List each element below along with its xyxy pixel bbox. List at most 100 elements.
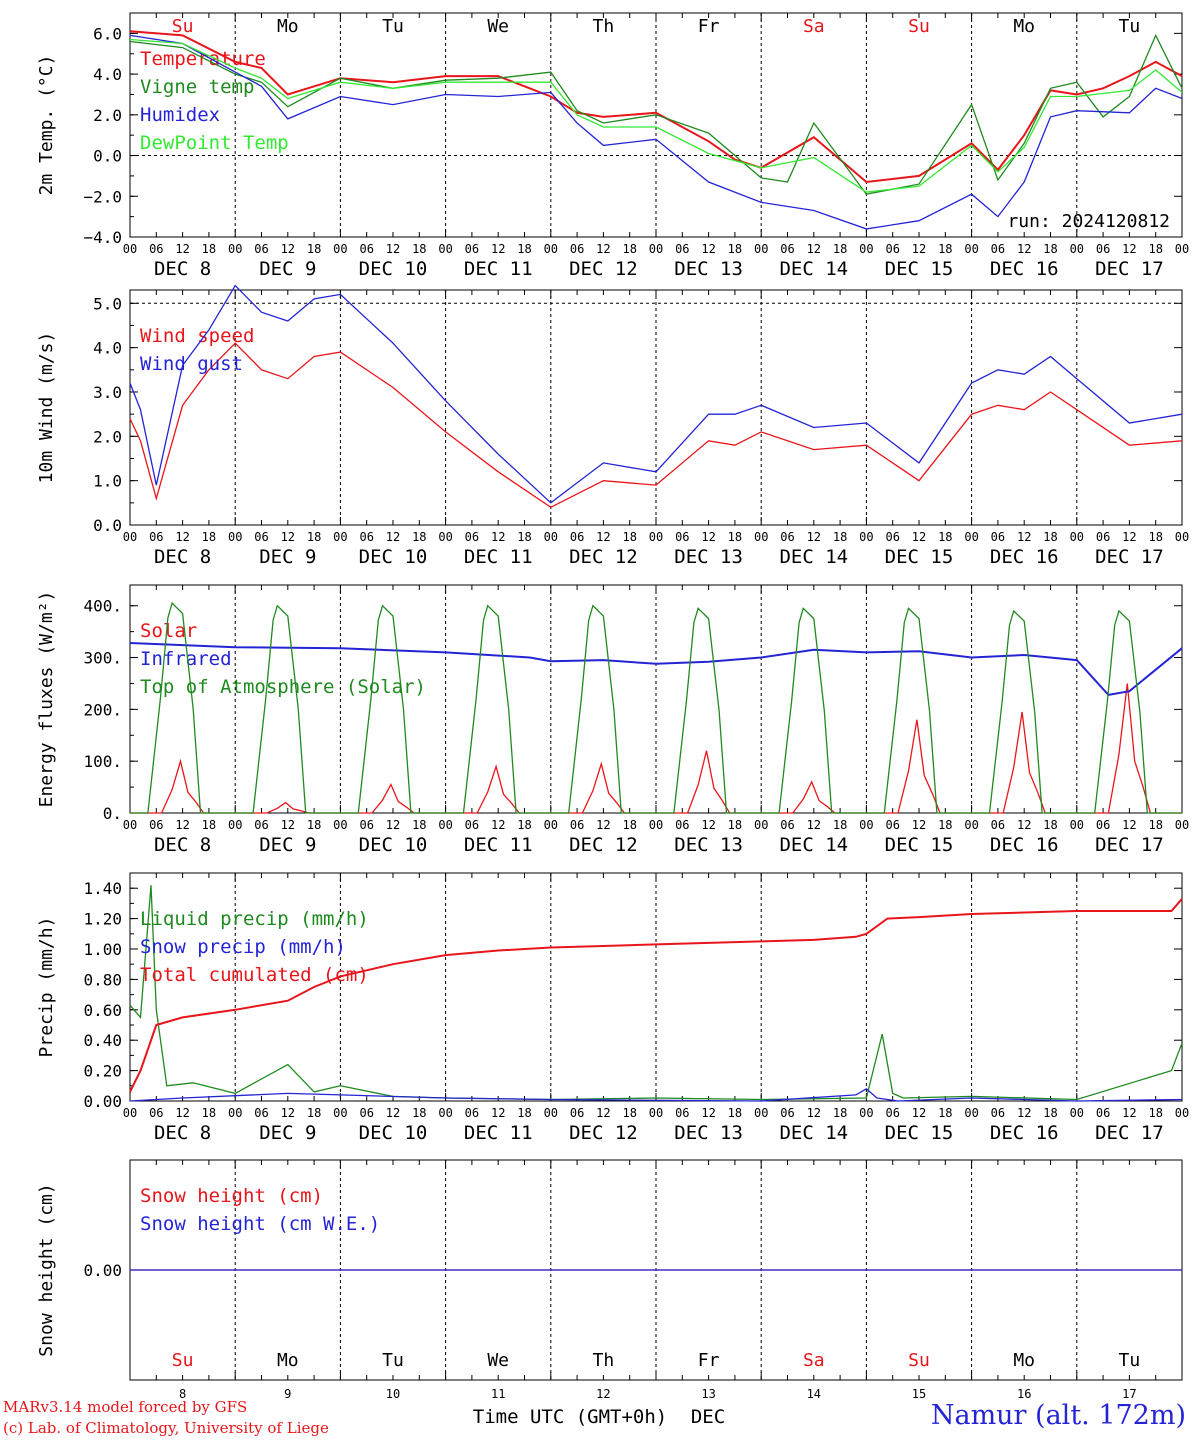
hour-tick-label: 12: [386, 242, 400, 256]
y-axis-label: Snow height (cm): [36, 1183, 57, 1356]
legend-entry: Vigne temp: [140, 76, 254, 98]
hour-tick-label: 18: [728, 530, 742, 544]
date-label: DEC 17: [1095, 834, 1164, 856]
date-label: DEC 9: [259, 1122, 316, 1144]
x-axis-month: DEC: [691, 1406, 725, 1428]
hour-tick-label: 18: [412, 1106, 426, 1120]
date-label: DEC 13: [674, 834, 743, 856]
legend-entry: Wind speed: [140, 325, 254, 347]
day-abbr-top: Mo: [1013, 16, 1035, 37]
hour-tick-label: 06: [465, 530, 479, 544]
hour-tick-label: 06: [359, 530, 373, 544]
hour-tick-label: 06: [780, 242, 794, 256]
hour-tick-label: 12: [491, 1106, 505, 1120]
station-label: Namur (alt. 172m): [930, 1400, 1186, 1431]
y-tick-label: −2.0: [83, 187, 122, 206]
hour-tick-label: 00: [964, 242, 978, 256]
y-tick-label: 2.0: [93, 106, 122, 125]
day-number: 8: [179, 1387, 186, 1401]
hour-tick-label: 00: [859, 1106, 873, 1120]
hour-tick-label: 12: [701, 242, 715, 256]
hour-tick-label: 12: [596, 818, 610, 832]
hour-tick-label: 06: [675, 530, 689, 544]
series-line-temperature: [129, 30, 1183, 184]
hour-tick-label: 06: [885, 530, 899, 544]
hour-tick-label: 18: [517, 818, 531, 832]
hour-tick-label: 12: [281, 818, 295, 832]
hour-tick-label: 00: [754, 242, 768, 256]
hour-tick-label: 00: [544, 242, 558, 256]
hour-tick-label: 12: [386, 818, 400, 832]
panel-4: 0.00 0.20 0.40 0.60 0.80 1.00 1.20 1.40 Precip (…: [36, 872, 1189, 1144]
y-tick-label: 0.60: [83, 1001, 122, 1020]
footer-model-line2: (c) Lab. of Climatology, University of L…: [3, 1419, 329, 1437]
hour-tick-label: 00: [544, 530, 558, 544]
hour-tick-label: 00: [1175, 530, 1189, 544]
hour-tick-label: 18: [1148, 530, 1162, 544]
y-tick-label: 1.00: [83, 940, 122, 959]
legend-entry: Solar: [140, 620, 197, 642]
hour-tick-label: 12: [596, 242, 610, 256]
hour-tick-label: 06: [254, 530, 268, 544]
hour-tick-label: 06: [254, 818, 268, 832]
hour-tick-label: 06: [780, 530, 794, 544]
day-number: 15: [912, 1387, 926, 1401]
hour-tick-label: 12: [386, 1106, 400, 1120]
hour-tick-label: 12: [807, 818, 821, 832]
panel-2: 0.0 1.0 2.0 3.0 4.0 5.0 10m Wind (m/s) 00 06 12 18…: [36, 284, 1189, 568]
date-label: DEC 12: [569, 546, 638, 568]
hour-tick-label: 12: [491, 242, 505, 256]
hour-tick-label: 06: [254, 242, 268, 256]
date-label: DEC 10: [359, 1122, 428, 1144]
hour-tick-label: 18: [728, 242, 742, 256]
panel-3: 0. 100. 200. 300. 400. Energy fluxes (W/m²) 00…: [36, 584, 1189, 856]
hour-tick-label: 18: [307, 818, 321, 832]
day-abbr-bottom: Mo: [277, 1350, 299, 1371]
hour-tick-label: 18: [307, 242, 321, 256]
date-label: DEC 16: [990, 1122, 1059, 1144]
day-abbr-bottom: Mo: [1013, 1350, 1035, 1371]
hour-tick-label: 18: [622, 1106, 636, 1120]
hour-tick-label: 18: [1148, 1106, 1162, 1120]
hour-tick-label: 00: [228, 530, 242, 544]
hour-tick-label: 18: [622, 818, 636, 832]
day-abbr-bottom: Th: [593, 1350, 615, 1371]
hour-tick-label: 18: [1148, 818, 1162, 832]
hour-tick-label: 06: [149, 242, 163, 256]
hour-tick-label: 00: [333, 1106, 347, 1120]
date-label: DEC 15: [885, 546, 954, 568]
hour-tick-label: 12: [1122, 818, 1136, 832]
date-label: DEC 13: [674, 1122, 743, 1144]
series-line-wind-speed: [129, 342, 1183, 509]
hour-tick-label: 00: [964, 530, 978, 544]
day-number: 12: [596, 1387, 610, 1401]
hour-tick-label: 00: [1175, 818, 1189, 832]
footer-model-line1: MARv3.14 model forced by GFS: [3, 1398, 248, 1416]
hour-tick-label: 06: [780, 1106, 794, 1120]
date-label: DEC 15: [885, 1122, 954, 1144]
y-tick-label: 0.00: [83, 1092, 122, 1111]
day-number: 13: [701, 1387, 715, 1401]
hour-tick-label: 00: [123, 530, 137, 544]
hour-tick-label: 12: [912, 530, 926, 544]
hour-tick-label: 12: [1122, 530, 1136, 544]
hour-tick-label: 06: [465, 818, 479, 832]
hour-tick-label: 06: [1096, 530, 1110, 544]
hour-tick-label: 00: [333, 530, 347, 544]
series-line-humidex: [129, 34, 1183, 230]
hour-tick-label: 12: [281, 1106, 295, 1120]
series-line-total-cumulated-cm-: [129, 898, 1183, 1093]
hour-tick-label: 18: [517, 1106, 531, 1120]
hour-tick-label: 06: [1096, 1106, 1110, 1120]
date-label: DEC 17: [1095, 1122, 1164, 1144]
date-label: DEC 14: [779, 1122, 848, 1144]
hour-tick-label: 18: [622, 530, 636, 544]
day-number: 16: [1017, 1387, 1031, 1401]
hour-tick-label: 06: [254, 1106, 268, 1120]
hour-tick-label: 06: [675, 818, 689, 832]
y-tick-label: 5.0: [93, 294, 122, 313]
hour-tick-label: 18: [938, 242, 952, 256]
hour-tick-label: 18: [202, 1106, 216, 1120]
date-label: DEC 12: [569, 1122, 638, 1144]
date-label: DEC 17: [1095, 546, 1164, 568]
